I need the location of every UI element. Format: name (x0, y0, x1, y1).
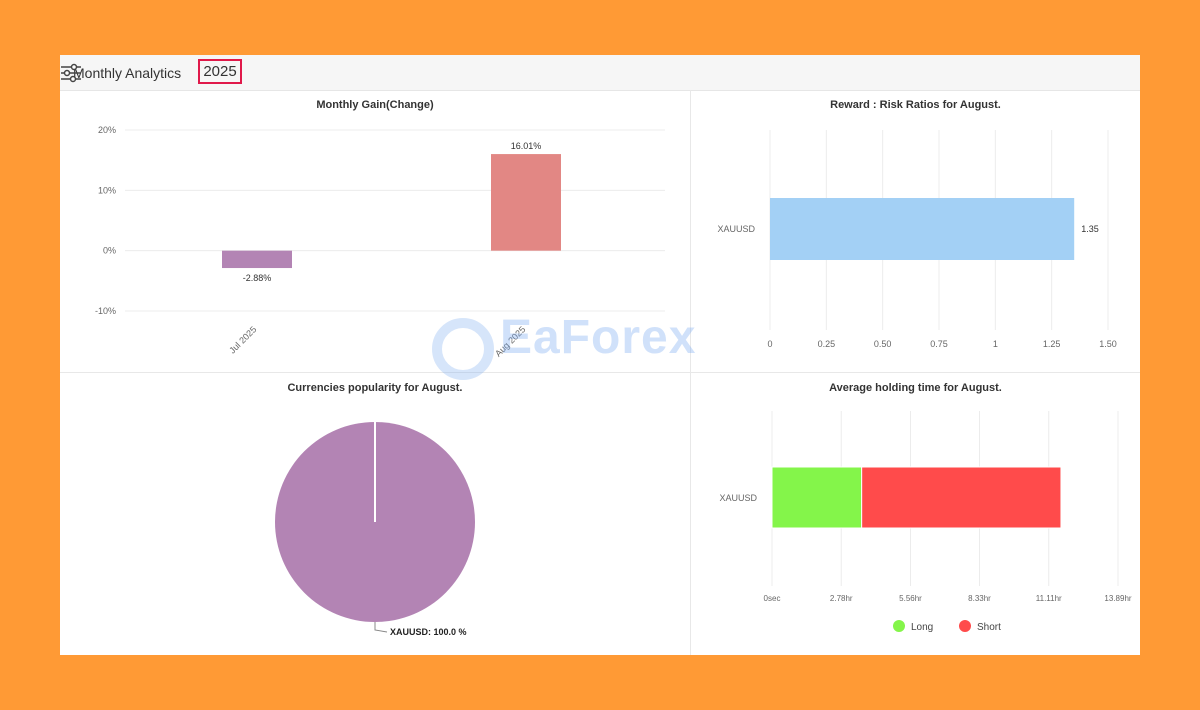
x-tick-label: 1.50 (1099, 339, 1117, 349)
bar-segment (771, 466, 863, 529)
y-tick-label: XAUUSD (719, 493, 757, 503)
data-label: 16.01% (511, 141, 542, 151)
sliders-icon[interactable] (60, 62, 82, 84)
x-tick-label: 0 (767, 339, 772, 349)
monthly-gain-panel: Monthly Gain(Change) 20% 10% 0% -10% -2.88% J… (60, 90, 691, 373)
monthly-gain-chart: 20% 10% 0% -10% -2.88% Jul 2025 16.01% Aug 2025 (95, 125, 665, 359)
legend-label: Long (911, 622, 933, 633)
year-selector[interactable]: 2025 (198, 59, 242, 84)
leader-line (374, 622, 388, 633)
chart-title: Reward : Risk Ratios for August. (830, 99, 1001, 111)
y-tick-label: 20% (98, 125, 116, 135)
y-tick-label: 10% (98, 185, 116, 195)
bar (491, 154, 561, 251)
reward-risk-panel: Reward : Risk Ratios for August. 0 0.25 0.… (691, 90, 1140, 373)
y-tick-label: 0% (103, 246, 116, 256)
currencies-popularity-panel: Currencies popularity for August. XAUUSD… (60, 373, 691, 655)
x-tick-label: 0.75 (930, 339, 948, 349)
legend-marker (893, 620, 905, 632)
x-tick-label: 2.78hr (830, 594, 853, 603)
data-label: 1.35 (1081, 224, 1099, 234)
currencies-pie-chart: XAUUSD: 100.0 % (275, 422, 475, 637)
x-tick-label: Jul 2025 (227, 324, 258, 355)
y-tick-label: XAUUSD (717, 224, 755, 234)
legend-marker (959, 620, 971, 632)
x-tick-label: 13.89hr (1104, 594, 1131, 603)
x-tick-label: 0sec (764, 594, 781, 603)
bar (770, 198, 1075, 260)
y-tick-label: -10% (95, 306, 116, 316)
legend-label: Short (977, 622, 1001, 633)
chart-title: Currencies popularity for August. (287, 382, 463, 394)
monthly-analytics-card: Monthly Analytics 2025 Monthly Gain(Chan… (60, 55, 1140, 655)
x-tick-label: 8.33hr (968, 594, 991, 603)
x-tick-label: Aug 2025 (493, 324, 527, 358)
data-label: -2.88% (243, 273, 272, 283)
holding-time-chart: 0sec 2.78hr 5.56hr 8.33hr 11.11hr 13.89hr XAUU… (719, 411, 1132, 633)
chart-title: Average holding time for August. (829, 382, 1002, 394)
data-label: XAUUSD: 100.0 % (390, 627, 467, 637)
x-tick-label: 0.50 (874, 339, 892, 349)
x-tick-label: 11.11hr (1036, 594, 1062, 603)
bar-segment (861, 466, 1062, 529)
x-tick-label: 1 (993, 339, 998, 349)
card-header: Monthly Analytics 2025 (60, 55, 1140, 91)
holding-time-panel: Average holding time for August. 0sec 2.7… (691, 373, 1140, 655)
reward-risk-chart: 0 0.25 0.50 0.75 1 1.25 1.50 1.35 XAUUSD (717, 130, 1117, 349)
chart-title: Monthly Gain(Change) (316, 99, 434, 111)
card-title: Monthly Analytics (73, 65, 182, 81)
x-tick-label: 0.25 (818, 339, 836, 349)
x-tick-label: 5.56hr (899, 594, 922, 603)
x-tick-label: 1.25 (1043, 339, 1061, 349)
bar (222, 250, 292, 269)
